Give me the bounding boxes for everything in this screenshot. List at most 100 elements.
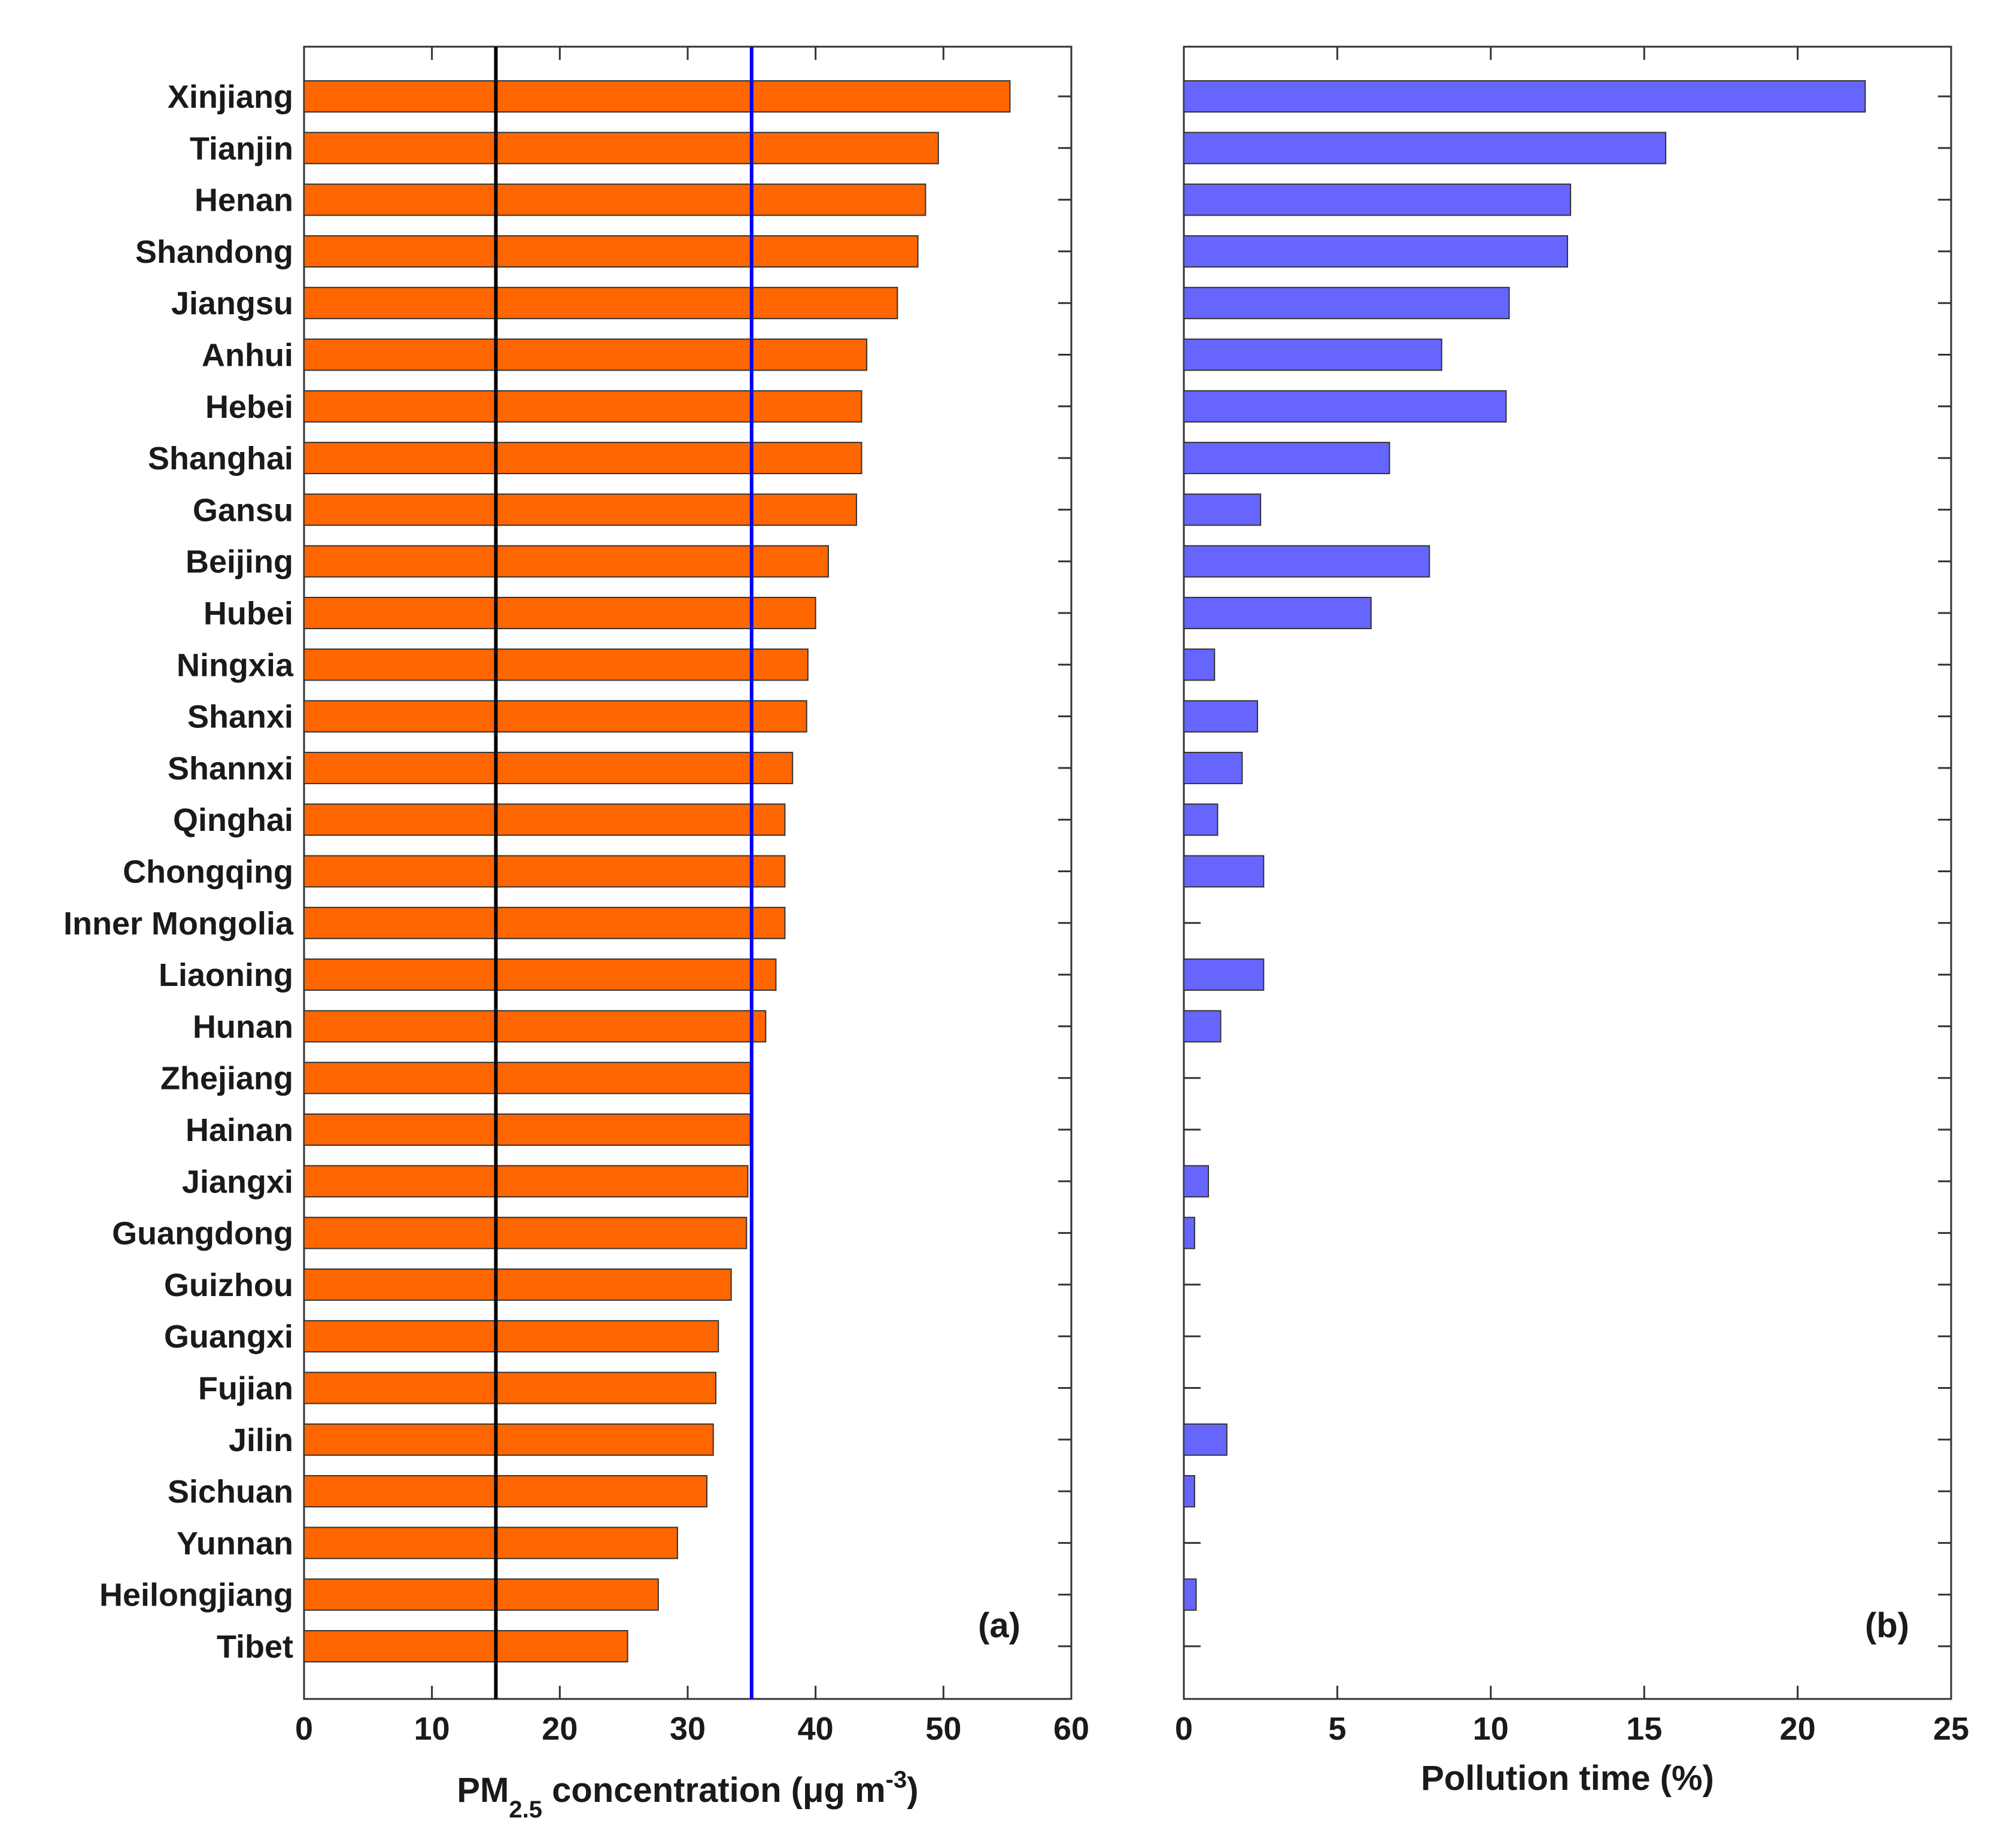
panel-b-bar-jiangxi (1183, 1165, 1210, 1198)
panel-a-bars (303, 80, 1011, 1662)
panel-a-x-ticks: 0 10 20 30 40 50 60 (295, 47, 1089, 1747)
panel-b-bar-beijing (1183, 545, 1430, 578)
category-label-guizhou: Guizhou (164, 1267, 293, 1303)
category-label-shannxi: Shannxi (168, 751, 293, 787)
panel-a-x-tick-label: 20 (542, 1711, 578, 1747)
panel-a-x-tick-label: 50 (925, 1711, 961, 1747)
category-label-guangxi: Guangxi (164, 1319, 293, 1355)
x-label-end: ) (907, 1771, 918, 1810)
panel-b-bar-hubei (1183, 597, 1372, 629)
category-label-sichuan: Sichuan (168, 1474, 293, 1510)
panel-b: 0 5 10 15 20 25 (b) Pollution time (%) (1175, 45, 1969, 1798)
panel-b-bar-liaoning (1183, 958, 1265, 991)
panel-a-bar-sichuan (303, 1475, 708, 1508)
x-label-pm: PM (457, 1771, 509, 1810)
panel-a-bar-jilin (303, 1423, 714, 1456)
panel-a-bar-tianjin (303, 132, 939, 165)
panel-a-bar-shanghai (303, 442, 862, 475)
panel-a-x-tick-label: 10 (414, 1711, 450, 1747)
panel-b-bar-anhui (1183, 338, 1442, 371)
panel-b-x-tick-label: 15 (1626, 1711, 1662, 1747)
x-label-rest: concentration (μg m (542, 1771, 886, 1810)
category-label-gansu: Gansu (193, 492, 293, 528)
panel-a-bar-shandong (303, 235, 919, 268)
panel-a-bar-zhejiang (303, 1061, 751, 1094)
panel-b-bars (1183, 80, 1866, 1647)
panel-b-bar-gansu (1183, 493, 1262, 526)
panel-a-bar-hunan (303, 1010, 767, 1043)
panel-a-bar-hubei (303, 597, 816, 629)
category-label-jilin: Jilin (229, 1422, 293, 1458)
panel-b-bar-ningxia (1183, 648, 1216, 681)
panel-b-bar-shanxi (1183, 700, 1259, 733)
panel-b-x-tick-label: 5 (1328, 1711, 1346, 1747)
panel-a-bar-ningxia (303, 648, 809, 681)
category-label-chongqing: Chongqing (123, 854, 293, 890)
panel-b-bar-shandong (1183, 235, 1568, 268)
panel-a-bar-guangdong (303, 1216, 748, 1249)
panel-a-bar-henan (303, 183, 926, 216)
panel-a-bar-jiangxi (303, 1165, 749, 1198)
panel-a-x-tick-label: 40 (798, 1711, 834, 1747)
category-label-henan: Henan (195, 183, 293, 219)
panel-a-bar-qinghai (303, 803, 786, 836)
panel-a-bar-hainan (303, 1113, 751, 1146)
panel-a-bar-anhui (303, 338, 868, 371)
panel-a-reference-lines (494, 47, 754, 1699)
panel-a-bar-yunnan (303, 1527, 678, 1559)
x-label-subscript: 2.5 (509, 1797, 542, 1823)
panel-b-x-tick-label: 0 (1175, 1711, 1193, 1747)
panel-b-bar-jilin (1183, 1423, 1228, 1456)
category-label-shandong: Shandong (135, 234, 293, 270)
category-labels: Xinjiang Tianjin Henan Shandong Jiangsu Anhui… (63, 79, 294, 1665)
panel-b-x-tick-label: 25 (1933, 1711, 1969, 1747)
panel-b-bar-jiangsu (1183, 287, 1510, 320)
panel-a-bar-fujian (303, 1371, 717, 1404)
panel-b-x-tick-label: 10 (1473, 1711, 1509, 1747)
category-label-anhui: Anhui (202, 338, 293, 374)
panel-a-bar-guangxi (303, 1320, 719, 1353)
category-label-jiangsu: Jiangsu (171, 286, 293, 321)
panel-b-bar-heilongjiang (1183, 1578, 1197, 1611)
panel-b-bar-shanghai (1183, 442, 1390, 475)
panel-a-bar-shannxi (303, 751, 794, 784)
panel-a-bar-beijing (303, 545, 830, 578)
category-label-guangdong: Guangdong (112, 1216, 293, 1252)
category-label-fujian: Fujian (198, 1371, 293, 1407)
panel-b-x-axis-label: Pollution time (%) (1421, 1759, 1714, 1798)
panel-a-bar-guizhou (303, 1268, 732, 1301)
panel-b-bar-xinjiang (1183, 80, 1866, 113)
category-label-liaoning: Liaoning (159, 957, 293, 993)
panel-a-label: (a) (978, 1606, 1020, 1645)
category-label-heilongjiang: Heilongjiang (99, 1577, 293, 1613)
panel-b-x-ticks: 0 5 10 15 20 25 (1175, 47, 1969, 1747)
panel-a-bar-tibet (303, 1630, 628, 1662)
panel-b-bar-hebei (1183, 390, 1507, 423)
category-label-inner-mongolia: Inner Mongolia (63, 906, 294, 942)
panel-a-bar-jiangsu (303, 287, 898, 320)
panel-a-bar-chongqing (303, 855, 786, 888)
panel-b-bar-qinghai (1183, 803, 1219, 836)
panel-a-bar-hebei (303, 390, 862, 423)
category-label-jiangxi: Jiangxi (182, 1164, 293, 1200)
category-label-yunnan: Yunnan (177, 1525, 293, 1561)
category-label-hunan: Hunan (193, 1009, 293, 1045)
category-label-xinjiang: Xinjiang (168, 79, 293, 115)
panel-a-bar-gansu (303, 493, 858, 526)
panel-b-x-tick-label: 20 (1780, 1711, 1816, 1747)
panel-a: Xinjiang Tianjin Henan Shandong Jiangsu Anhui… (63, 45, 1089, 1823)
panel-b-bar-chongqing (1183, 855, 1265, 888)
panel-a-bar-inner-mongolia (303, 906, 786, 939)
panel-b-bar-tianjin (1183, 132, 1667, 165)
category-label-qinghai: Qinghai (173, 802, 293, 838)
category-label-hebei: Hebei (205, 389, 293, 425)
panel-a-bar-heilongjiang (303, 1578, 659, 1611)
panel-a-x-tick-label: 0 (295, 1711, 313, 1747)
panel-b-bar-hunan (1183, 1010, 1222, 1043)
panel-a-x-tick-label: 60 (1053, 1711, 1089, 1747)
category-label-shanxi: Shanxi (187, 699, 293, 735)
panel-a-x-axis-label: PM2.5 concentration (μg m-3) (457, 1767, 918, 1823)
panel-b-bar-shannxi (1183, 751, 1243, 784)
panel-a-bar-xinjiang (303, 80, 1011, 113)
